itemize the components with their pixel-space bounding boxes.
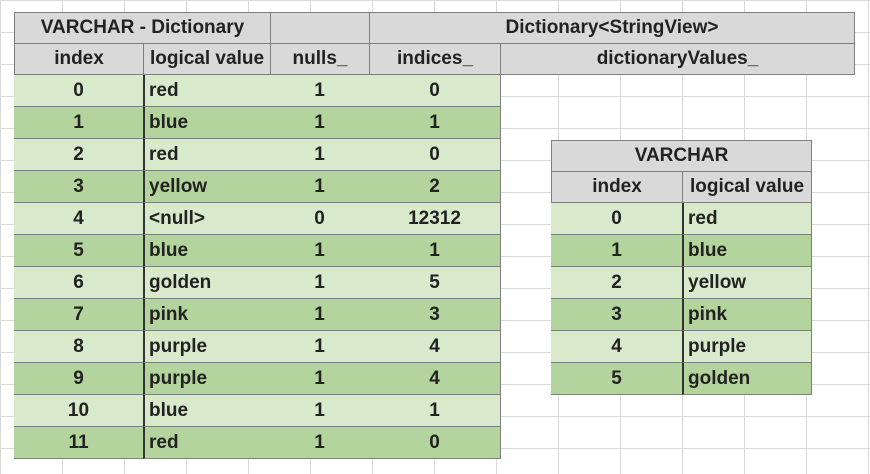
right-cell-index: 5 [551, 363, 683, 395]
cell-null: 1 [270, 267, 370, 299]
cell-logical-value: red [143, 427, 271, 459]
header-dictionary-values: dictionaryValues_ [500, 43, 855, 75]
dictionary-stringview-title: Dictionary<StringView> [369, 12, 855, 44]
right-cell-index: 3 [551, 299, 683, 331]
blank-header-cell [270, 12, 370, 44]
cell-index: 6 [14, 267, 144, 299]
cell-indices: 3 [369, 299, 501, 331]
cell-index: 2 [14, 139, 144, 171]
cell-null: 1 [270, 235, 370, 267]
cell-logical-value: blue [143, 395, 271, 427]
right-cell-index: 2 [551, 267, 683, 299]
varchar-title: VARCHAR [551, 140, 812, 172]
cell-logical-value: purple [143, 363, 271, 395]
cell-indices: 4 [369, 363, 501, 395]
cell-null: 1 [270, 363, 370, 395]
cell-indices: 5 [369, 267, 501, 299]
header-indices: indices_ [369, 43, 501, 75]
right-cell-logical-value: red [682, 203, 812, 235]
cell-index: 5 [14, 235, 144, 267]
cell-null: 1 [270, 427, 370, 459]
cell-indices: 1 [369, 395, 501, 427]
varchar-dictionary-title: VARCHAR - Dictionary [14, 12, 271, 44]
right-cell-logical-value: blue [682, 235, 812, 267]
cell-index: 7 [14, 299, 144, 331]
cell-index: 8 [14, 331, 144, 363]
cell-null: 1 [270, 75, 370, 107]
cell-logical-value: golden [143, 267, 271, 299]
cell-logical-value: red [143, 139, 271, 171]
cell-null: 1 [270, 299, 370, 331]
header-logical-value: logical value [143, 43, 271, 75]
header-index: index [14, 43, 144, 75]
cell-indices: 12312 [369, 203, 501, 235]
cell-null: 1 [270, 171, 370, 203]
cell-indices: 1 [369, 235, 501, 267]
cell-logical-value: red [143, 75, 271, 107]
cell-null: 1 [270, 107, 370, 139]
right-header-index: index [551, 171, 683, 203]
cell-index: 4 [14, 203, 144, 235]
cell-indices: 2 [369, 171, 501, 203]
cell-indices: 0 [369, 427, 501, 459]
cell-indices: 1 [369, 107, 501, 139]
cell-indices: 0 [369, 139, 501, 171]
right-header-logical-value: logical value [682, 171, 812, 203]
cell-index: 9 [14, 363, 144, 395]
right-cell-logical-value: yellow [682, 267, 812, 299]
cell-index: 1 [14, 107, 144, 139]
right-cell-index: 0 [551, 203, 683, 235]
right-cell-index: 1 [551, 235, 683, 267]
right-cell-index: 4 [551, 331, 683, 363]
cell-index: 10 [14, 395, 144, 427]
cell-logical-value: purple [143, 331, 271, 363]
cell-logical-value: pink [143, 299, 271, 331]
header-nulls: nulls_ [270, 43, 370, 75]
right-cell-logical-value: pink [682, 299, 812, 331]
right-cell-logical-value: purple [682, 331, 812, 363]
cell-indices: 0 [369, 75, 501, 107]
cell-null: 1 [270, 331, 370, 363]
cell-logical-value: blue [143, 235, 271, 267]
cell-logical-value: blue [143, 107, 271, 139]
cell-logical-value: <null> [143, 203, 271, 235]
right-cell-logical-value: golden [682, 363, 812, 395]
cell-null: 0 [270, 203, 370, 235]
cell-index: 0 [14, 75, 144, 107]
cell-null: 1 [270, 139, 370, 171]
cell-index: 3 [14, 171, 144, 203]
cell-index: 11 [14, 427, 144, 459]
cell-logical-value: yellow [143, 171, 271, 203]
cell-null: 1 [270, 395, 370, 427]
cell-indices: 4 [369, 331, 501, 363]
